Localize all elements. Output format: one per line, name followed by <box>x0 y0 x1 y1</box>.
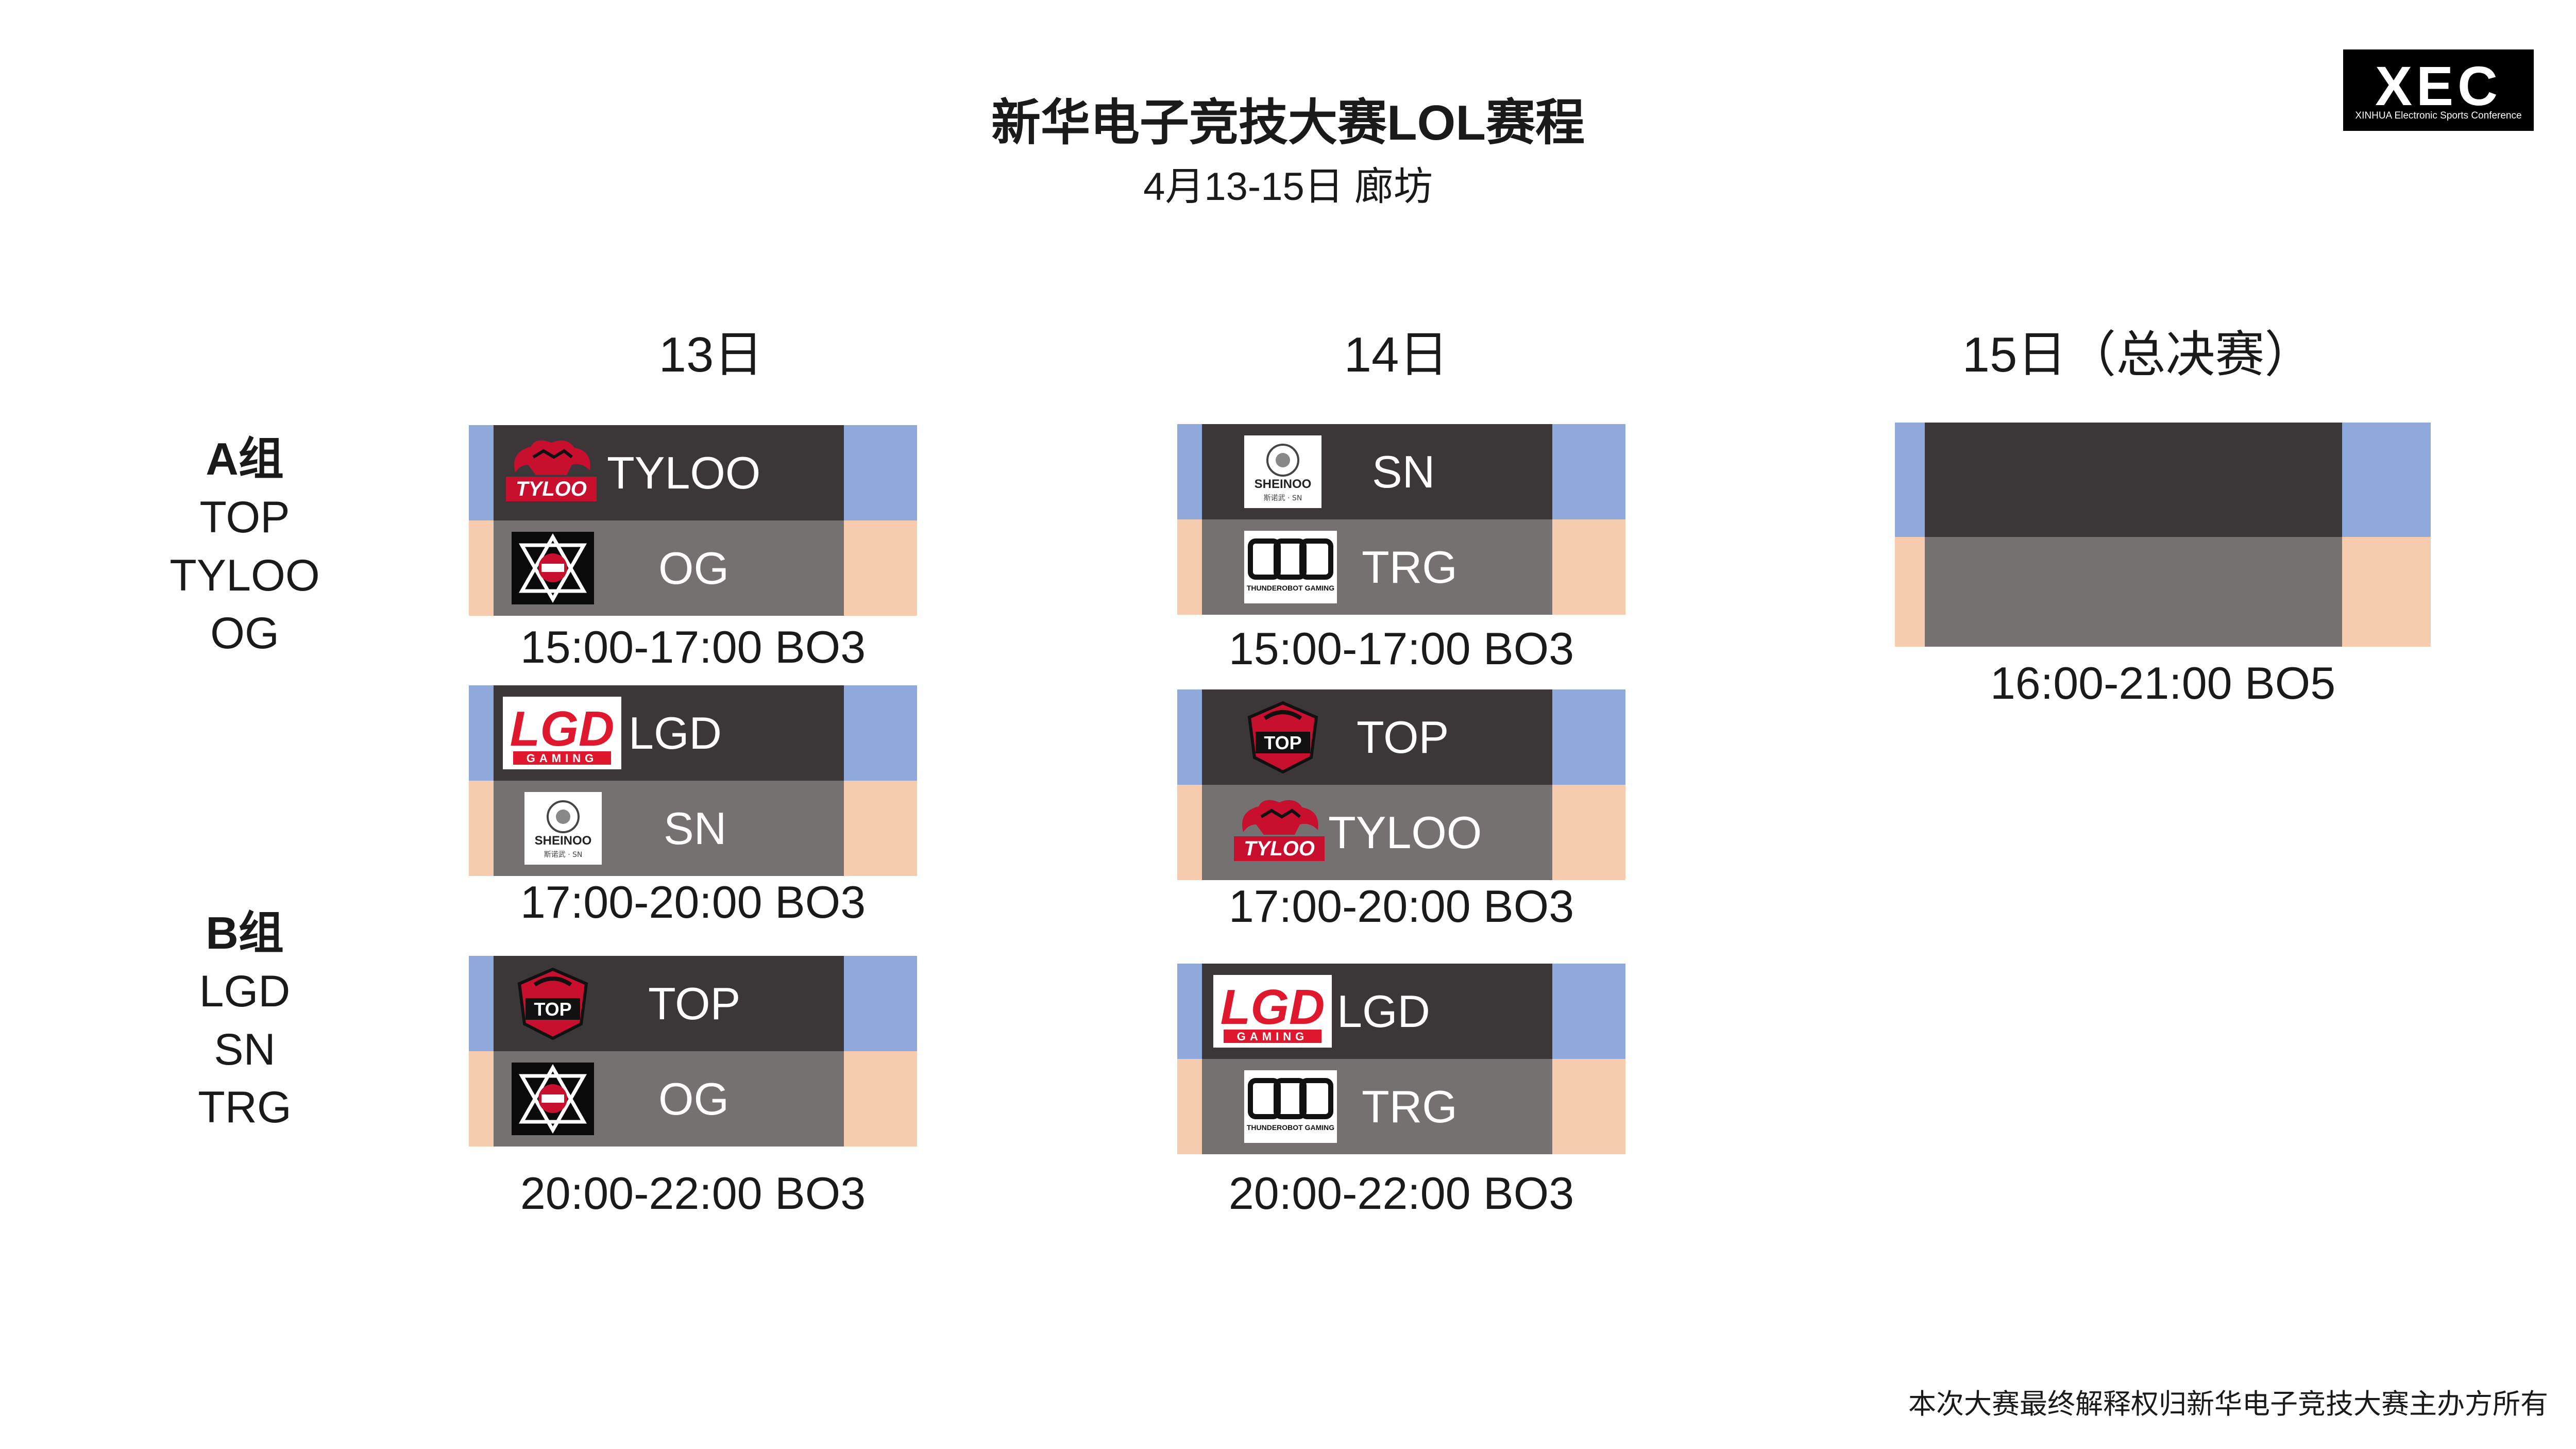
match-card: LGD GAMING LGD SHEINOO 斯诺武 · SN SN 17:00… <box>469 685 917 928</box>
match-time: 17:00-20:00 BO3 <box>1228 881 1574 932</box>
og-logo <box>512 1063 594 1135</box>
team-panel: LGD GAMING LGD <box>1202 964 1552 1059</box>
team-panel: OG <box>494 1051 844 1147</box>
team-panel: LGD GAMING LGD <box>494 685 844 781</box>
match-time: 20:00-22:00 BO3 <box>520 1168 866 1219</box>
group-a-team: TOP <box>199 493 290 542</box>
match-time: 20:00-22:00 BO3 <box>1228 1168 1574 1219</box>
tyloo-logo: TYLOO <box>1234 800 1325 861</box>
team-panel: TOP TOP <box>494 956 844 1051</box>
group-b-team: TRG <box>198 1083 292 1132</box>
svg-text:THUNDEROBOT GAMING: THUNDEROBOT GAMING <box>1247 584 1334 592</box>
svg-text:LGD: LGD <box>510 701 615 756</box>
day-header-14: 14日 <box>1344 327 1449 382</box>
top-logo: TOP <box>517 967 588 1040</box>
match-team1-row: SHEINOO 斯诺武 · SN SN <box>1177 424 1625 519</box>
match-time: 15:00-17:00 BO3 <box>1228 623 1574 674</box>
svg-text:TYLOO: TYLOO <box>1244 837 1315 860</box>
match-team1-row: TOP TOP <box>469 956 917 1051</box>
team-name: TRG <box>1362 1081 1458 1132</box>
team-panel: SHEINOO 斯诺武 · SN SN <box>494 781 844 876</box>
match-team2-row <box>1895 537 2431 647</box>
match-time: 17:00-20:00 BO3 <box>520 877 866 928</box>
match-team2-row: TYLOO TYLOO <box>1177 785 1625 880</box>
match-card: TYLOO TYLOO OG 15:00-17:00 BO3 <box>469 425 917 672</box>
day-header-13: 13日 <box>658 327 764 382</box>
match-card: LGD GAMING LGD THUNDEROBOT GAMING TRG 20… <box>1177 964 1625 1219</box>
team-panel: TYLOO TYLOO <box>1202 785 1552 880</box>
xec-logo-mark: XEC <box>2375 55 2502 117</box>
match-card: TOP TOP TYLOO TYLOO 17:00-20:00 BO3 <box>1177 689 1625 932</box>
team-panel: TYLOO TYLOO <box>494 425 844 520</box>
match-team2-row: THUNDEROBOT GAMING TRG <box>1177 1059 1625 1154</box>
top-logo: TOP <box>1247 701 1318 773</box>
match-team1-row <box>1895 423 2431 537</box>
trg-logo: THUNDEROBOT GAMING <box>1244 1070 1337 1143</box>
match-time: 16:00-21:00 BO5 <box>1990 658 2336 709</box>
team-name: OG <box>658 543 729 594</box>
match-team1-row: TOP TOP <box>1177 689 1625 785</box>
team-name: TOP <box>648 978 741 1029</box>
svg-text:TOP: TOP <box>1264 732 1301 753</box>
team-name: TYLOO <box>607 447 761 498</box>
team-panel: THUNDEROBOT GAMING TRG <box>1202 519 1552 615</box>
svg-text:TOP: TOP <box>534 999 571 1020</box>
team-name: SN <box>664 803 727 854</box>
match-card: SHEINOO 斯诺武 · SN SN THUNDEROBOT GAMING T… <box>1177 424 1625 674</box>
svg-text:GAMING: GAMING <box>527 752 598 765</box>
team-panel: SHEINOO 斯诺武 · SN SN <box>1202 424 1552 519</box>
team-name: LGD <box>629 707 722 759</box>
og-logo <box>512 532 594 604</box>
group-a-team: OG <box>210 609 279 658</box>
match-team1-row: LGD GAMING LGD <box>1177 964 1625 1059</box>
svg-text:斯诺武 · SN: 斯诺武 · SN <box>544 851 583 859</box>
page-subtitle: 4月13-15日 廊坊 <box>1143 165 1433 209</box>
group-a-title: A组 <box>206 433 284 484</box>
match-team2-row: THUNDEROBOT GAMING TRG <box>1177 519 1625 615</box>
group-b-team: SN <box>214 1025 276 1074</box>
team-name: TOP <box>1357 712 1449 763</box>
day-header-15: 15日（总决赛） <box>1962 327 2314 382</box>
team-panel: OG <box>494 520 844 616</box>
match-team2-row: OG <box>469 520 917 616</box>
team-panel <box>1925 537 2342 647</box>
trg-logo: THUNDEROBOT GAMING <box>1244 531 1337 603</box>
svg-text:LGD: LGD <box>1221 980 1325 1035</box>
svg-text:SHEINOO: SHEINOO <box>535 834 592 848</box>
match-team2-row: OG <box>469 1051 917 1147</box>
team-name: OG <box>658 1073 729 1124</box>
xec-logo: XEC XINHUA Electronic Sports Conference <box>2343 49 2534 131</box>
match-card: TOP TOP OG 20:00-22:00 BO3 <box>469 956 917 1219</box>
svg-text:TYLOO: TYLOO <box>516 478 587 500</box>
footer-disclaimer: 本次大赛最终解释权归新华电子竞技大赛主办方所有 <box>1908 1389 2548 1420</box>
match-team2-row: SHEINOO 斯诺武 · SN SN <box>469 781 917 876</box>
tyloo-logo: TYLOO <box>506 440 597 501</box>
lgd-logo: LGD GAMING <box>503 697 621 769</box>
group-b-team: LGD <box>199 967 291 1016</box>
team-name: SN <box>1372 446 1435 497</box>
team-panel: TOP TOP <box>1202 689 1552 785</box>
match-team1-row: LGD GAMING LGD <box>469 685 917 781</box>
team-name: TRG <box>1362 542 1458 593</box>
group-b-title: B组 <box>206 907 284 958</box>
page-title: 新华电子竞技大赛LOL赛程 <box>991 95 1585 150</box>
match-team1-row: TYLOO TYLOO <box>469 425 917 520</box>
team-name: TYLOO <box>1328 807 1482 858</box>
team-panel <box>1925 423 2342 537</box>
svg-text:GAMING: GAMING <box>1237 1030 1308 1043</box>
sheinoo-logo: SHEINOO 斯诺武 · SN <box>1244 435 1321 508</box>
lgd-logo: LGD GAMING <box>1213 975 1332 1048</box>
xec-logo-text: XINHUA Electronic Sports Conference <box>2355 110 2522 121</box>
group-a-team: TYLOO <box>170 551 320 600</box>
match-time: 15:00-17:00 BO3 <box>520 621 866 672</box>
svg-text:THUNDEROBOT GAMING: THUNDEROBOT GAMING <box>1247 1123 1334 1132</box>
final-match-card: 16:00-21:00 BO5 <box>1895 423 2431 709</box>
svg-text:SHEINOO: SHEINOO <box>1255 477 1312 491</box>
sheinoo-logo: SHEINOO 斯诺武 · SN <box>524 792 602 865</box>
team-name: LGD <box>1337 986 1430 1037</box>
svg-text:斯诺武 · SN: 斯诺武 · SN <box>1264 494 1302 502</box>
team-panel: THUNDEROBOT GAMING TRG <box>1202 1059 1552 1154</box>
